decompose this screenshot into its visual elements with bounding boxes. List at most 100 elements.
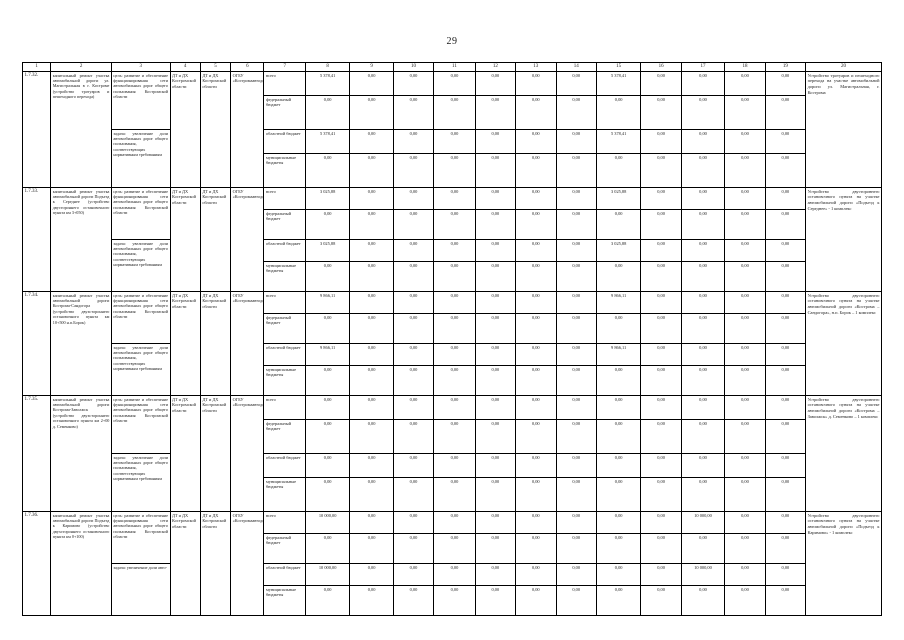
expected-result: Устройство тротуаров и пешеходного перех… — [805, 70, 882, 188]
table-row: 1.7.34. капитальный ремонт участка автомо… — [21, 290, 882, 396]
budget-source-federal: федеральный бюджет — [263, 532, 306, 564]
finance-municipal-col-19: 0,00 — [764, 364, 807, 396]
finance-total-col-11: 0,00 — [433, 510, 476, 534]
finance-municipal-col-19: 0,00 — [764, 476, 807, 512]
finance-total-col-16: 0,00 — [640, 70, 682, 96]
finance-municipal-col-8: 0,00 — [304, 584, 351, 616]
finance-regional-col-10: 0,00 — [392, 238, 435, 262]
activity-code: 1.7.34. — [21, 290, 52, 396]
finance-total-col-16: 0,00 — [640, 394, 682, 420]
finance-regional-col-15: 5 378,41 — [595, 128, 642, 154]
finance-federal-col-8: 0,00 — [304, 208, 351, 240]
column-number-9: 9 — [349, 62, 394, 72]
finance-regional-col-10: 0,00 — [392, 452, 435, 478]
finance-municipal-col-14: 0,00 — [555, 364, 597, 396]
expected-result: Устройство двустороннего остановочного п… — [805, 510, 882, 616]
finance-municipal-col-14: 0,00 — [555, 152, 597, 188]
finance-total-col-12: 0,00 — [474, 70, 517, 96]
finance-total-col-15: 3 025,88 — [595, 186, 642, 210]
finance-total-col-18: 0,00 — [724, 394, 766, 420]
activity-goal: цель: развитие и обеспечение функциониро… — [110, 290, 171, 344]
finance-municipal-col-18: 0,00 — [724, 584, 766, 616]
finance-municipal-col-13: 0,00 — [515, 364, 557, 396]
finance-regional-col-16: 0,00 — [640, 452, 682, 478]
participant-institution: ОГБУ «Костромаавтодор» — [230, 70, 265, 188]
finance-federal-col-17: 0,00 — [680, 312, 726, 344]
finance-federal-col-18: 0,00 — [724, 532, 766, 564]
finance-municipal-col-11: 0,00 — [433, 584, 476, 616]
finance-federal-col-17: 0,00 — [680, 418, 726, 454]
finance-federal-col-8: 0,00 — [304, 312, 351, 344]
table-row: задача: увеличение доли автомобильных до… — [23, 342, 882, 396]
finance-municipal-col-18: 0,00 — [724, 364, 766, 396]
finance-regional-col-18: 0,00 — [724, 128, 766, 154]
finance-total-col-14: 0,00 — [555, 290, 597, 314]
finance-municipal-col-18: 0,00 — [724, 476, 766, 512]
finance-federal-col-12: 0,00 — [474, 94, 517, 130]
finance-regional-col-13: 0,00 — [515, 342, 557, 366]
finance-municipal-col-13: 0,00 — [515, 584, 557, 616]
finance-total-col-15: 0,00 — [595, 394, 642, 420]
finance-total-col-14: 0,00 — [555, 186, 597, 210]
finance-municipal-col-17: 0,00 — [680, 260, 726, 292]
table-row: федеральный бюджет 0,00 0,00 0,00 0,00 0,00 0,… — [23, 94, 882, 130]
finance-total-col-18: 0,00 — [724, 290, 766, 314]
finance-regional-col-16: 0,00 — [640, 238, 682, 262]
finance-total-col-10: 0,00 — [392, 70, 435, 96]
finance-municipal-col-15: 0,00 — [595, 476, 642, 512]
finance-federal-col-9: 0,00 — [349, 94, 394, 130]
finance-total-col-8: 0,00 — [304, 394, 351, 420]
finance-regional-col-16: 0,00 — [640, 342, 682, 366]
budget-source-total: всего — [263, 186, 306, 210]
budget-source-regional: областной бюджет — [263, 238, 306, 262]
finance-regional-col-8: 9 866,11 — [304, 342, 351, 366]
finance-federal-col-15: 0,00 — [595, 94, 642, 130]
finance-federal-col-16: 0,00 — [640, 94, 682, 130]
finance-federal-col-12: 0,00 — [474, 312, 517, 344]
finance-regional-col-18: 0,00 — [724, 452, 766, 478]
activity-code: 1.7.36. — [21, 510, 52, 616]
participant-institution: ОГБУ «Костромаавтодор» — [230, 394, 265, 512]
finance-total-col-13: 0,00 — [515, 186, 557, 210]
finance-regional-col-17: 0,00 — [680, 238, 726, 262]
finance-municipal-col-11: 0,00 — [433, 364, 476, 396]
finance-municipal-col-11: 0,00 — [433, 260, 476, 292]
finance-regional-col-18: 0,00 — [724, 238, 766, 262]
finance-total-col-17: 10 000,00 — [680, 510, 726, 534]
finance-total-col-8: 9 866,11 — [304, 290, 351, 314]
finance-regional-col-10: 0,00 — [392, 562, 435, 586]
finance-regional-col-11: 0,00 — [433, 128, 476, 154]
finance-federal-col-16: 0,00 — [640, 312, 682, 344]
activity-goal: цель: развитие и обеспечение функциониро… — [110, 510, 171, 564]
finance-federal-col-16: 0,00 — [640, 532, 682, 564]
activity-name: капитальный ремонт участка автомобильной… — [50, 510, 112, 616]
finance-municipal-col-19: 0,00 — [764, 152, 807, 188]
activity-goal: цель: развитие и обеспечение функциониро… — [110, 70, 171, 130]
finance-regional-col-14: 0,00 — [555, 238, 597, 262]
table-row: муниципальные бюджеты 0,00 0,00 0,00 0,00 0,0… — [23, 260, 882, 292]
activity-code: 1.7.33. — [21, 186, 52, 292]
finance-municipal-col-14: 0,00 — [555, 260, 597, 292]
budget-source-total: всего — [263, 394, 306, 420]
column-number-11: 11 — [433, 62, 476, 72]
finance-regional-col-13: 0,00 — [515, 452, 557, 478]
finance-regional-col-14: 0,00 — [555, 128, 597, 154]
activity-task: задача: увеличение доли автомобильных до… — [110, 128, 171, 188]
finance-total-col-14: 0,00 — [555, 70, 597, 96]
finance-municipal-col-16: 0,00 — [640, 364, 682, 396]
finance-municipal-col-18: 0,00 — [724, 260, 766, 292]
finance-municipal-col-15: 0,00 — [595, 260, 642, 292]
budget-source-municipal: муниципальные бюджеты — [263, 152, 306, 188]
finance-total-col-13: 0,00 — [515, 510, 557, 534]
finance-total-col-9: 0,00 — [349, 290, 394, 314]
finance-regional-col-15: 9 866,11 — [595, 342, 642, 366]
table-row: муниципальные бюджеты 0,00 0,00 0,00 0,00 0,0… — [23, 152, 882, 188]
finance-total-col-8: 5 378,41 — [304, 70, 351, 96]
activity-code: 1.7.35. — [21, 394, 52, 512]
finance-regional-col-14: 0,00 — [555, 342, 597, 366]
finance-federal-col-11: 0,00 — [433, 94, 476, 130]
finance-federal-col-10: 0,00 — [392, 312, 435, 344]
finance-federal-col-15: 0,00 — [595, 532, 642, 564]
finance-municipal-col-8: 0,00 — [304, 364, 351, 396]
